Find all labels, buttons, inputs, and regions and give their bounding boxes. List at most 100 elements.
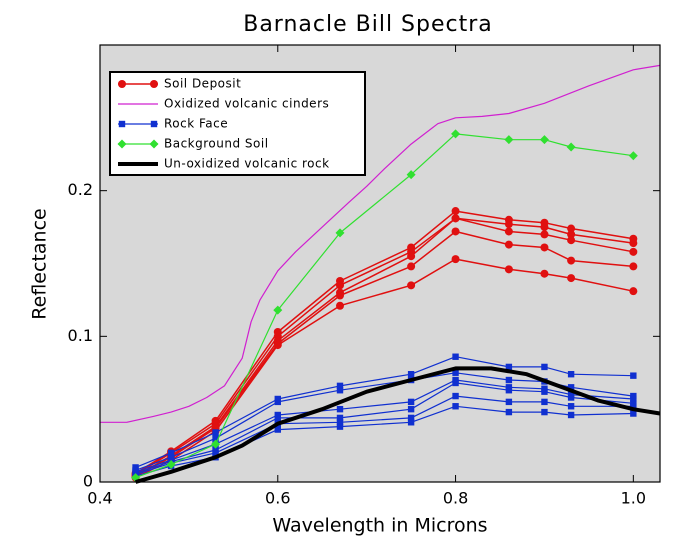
x-tick-label: 0.6 (265, 489, 290, 508)
marker (150, 80, 158, 88)
marker (630, 372, 637, 379)
marker (541, 363, 548, 371)
legend-label: Rock Face (164, 117, 228, 131)
marker (407, 281, 416, 290)
marker (212, 435, 219, 442)
marker (630, 403, 637, 410)
series-line (135, 366, 661, 484)
marker (540, 223, 549, 232)
marker (505, 387, 513, 394)
chart-title: Barnacle Bill Spectra (243, 12, 493, 37)
marker (541, 408, 548, 416)
marker (407, 252, 416, 261)
marker (150, 120, 158, 128)
plot (100, 64, 661, 484)
marker (407, 419, 415, 426)
marker (336, 382, 344, 390)
marker (452, 403, 459, 410)
marker (407, 262, 416, 271)
marker (452, 379, 459, 387)
legend-label: Soil Deposit (164, 77, 241, 91)
marker (504, 135, 514, 145)
marker (274, 414, 281, 422)
marker (406, 170, 416, 180)
marker (452, 369, 459, 376)
marker (567, 236, 576, 245)
marker (336, 414, 344, 422)
y-tick-label: 0 (83, 472, 93, 491)
marker (451, 129, 461, 139)
marker (540, 269, 549, 278)
marker (629, 247, 638, 256)
marker (505, 398, 513, 406)
marker (149, 139, 159, 149)
marker (567, 384, 575, 391)
marker (541, 388, 548, 395)
marker (336, 291, 344, 300)
marker (567, 394, 575, 401)
marker (566, 142, 576, 152)
marker (167, 449, 175, 457)
marker (211, 439, 221, 449)
marker (452, 353, 459, 360)
marker (629, 239, 638, 248)
marker (540, 230, 549, 239)
marker (451, 207, 460, 216)
marker (630, 395, 637, 403)
marker (504, 220, 513, 229)
marker (567, 403, 575, 410)
legend-label: Background Soil (164, 137, 269, 151)
marker (567, 274, 576, 283)
y-axis-label: Reflectance (29, 208, 51, 319)
marker (407, 371, 415, 378)
marker (628, 151, 638, 161)
x-tick-label: 0.4 (87, 489, 112, 508)
marker (451, 227, 460, 236)
marker (336, 423, 344, 430)
legend: Soil Deposit Oxidized volcanic cinders Roc… (109, 71, 366, 176)
marker (407, 414, 415, 422)
marker (336, 281, 344, 290)
marker (539, 135, 549, 145)
marker (407, 405, 415, 413)
marker (629, 262, 638, 271)
marker (630, 410, 637, 417)
marker (567, 371, 575, 378)
marker (540, 243, 549, 252)
series-line (100, 64, 661, 423)
marker (505, 363, 513, 371)
marker (504, 265, 513, 274)
marker (118, 120, 126, 128)
marker (118, 80, 126, 88)
marker (452, 392, 459, 400)
marker (336, 419, 344, 426)
marker (166, 460, 176, 470)
plot-frame (99, 44, 661, 483)
marker (336, 405, 344, 413)
y-tick-label: 0.1 (68, 326, 93, 345)
legend-label: Oxidized volcanic cinders (164, 97, 329, 111)
marker (274, 426, 281, 433)
marker (117, 139, 127, 149)
marker (212, 449, 219, 457)
marker (336, 301, 344, 310)
marker (505, 376, 513, 384)
legend-label: Un-oxidized volcanic rock (164, 157, 330, 171)
marker (629, 287, 638, 296)
marker (504, 240, 513, 249)
marker (541, 398, 548, 406)
marker (336, 387, 344, 394)
marker (567, 411, 575, 419)
marker (335, 228, 345, 238)
marker (451, 255, 460, 264)
marker (273, 341, 282, 350)
y-tick-label: 0.2 (68, 180, 93, 199)
x-tick-label: 1.0 (621, 489, 646, 508)
x-tick-label: 0.8 (443, 489, 468, 508)
marker (567, 230, 576, 239)
marker (567, 224, 576, 233)
marker (504, 227, 513, 236)
marker (451, 214, 460, 223)
